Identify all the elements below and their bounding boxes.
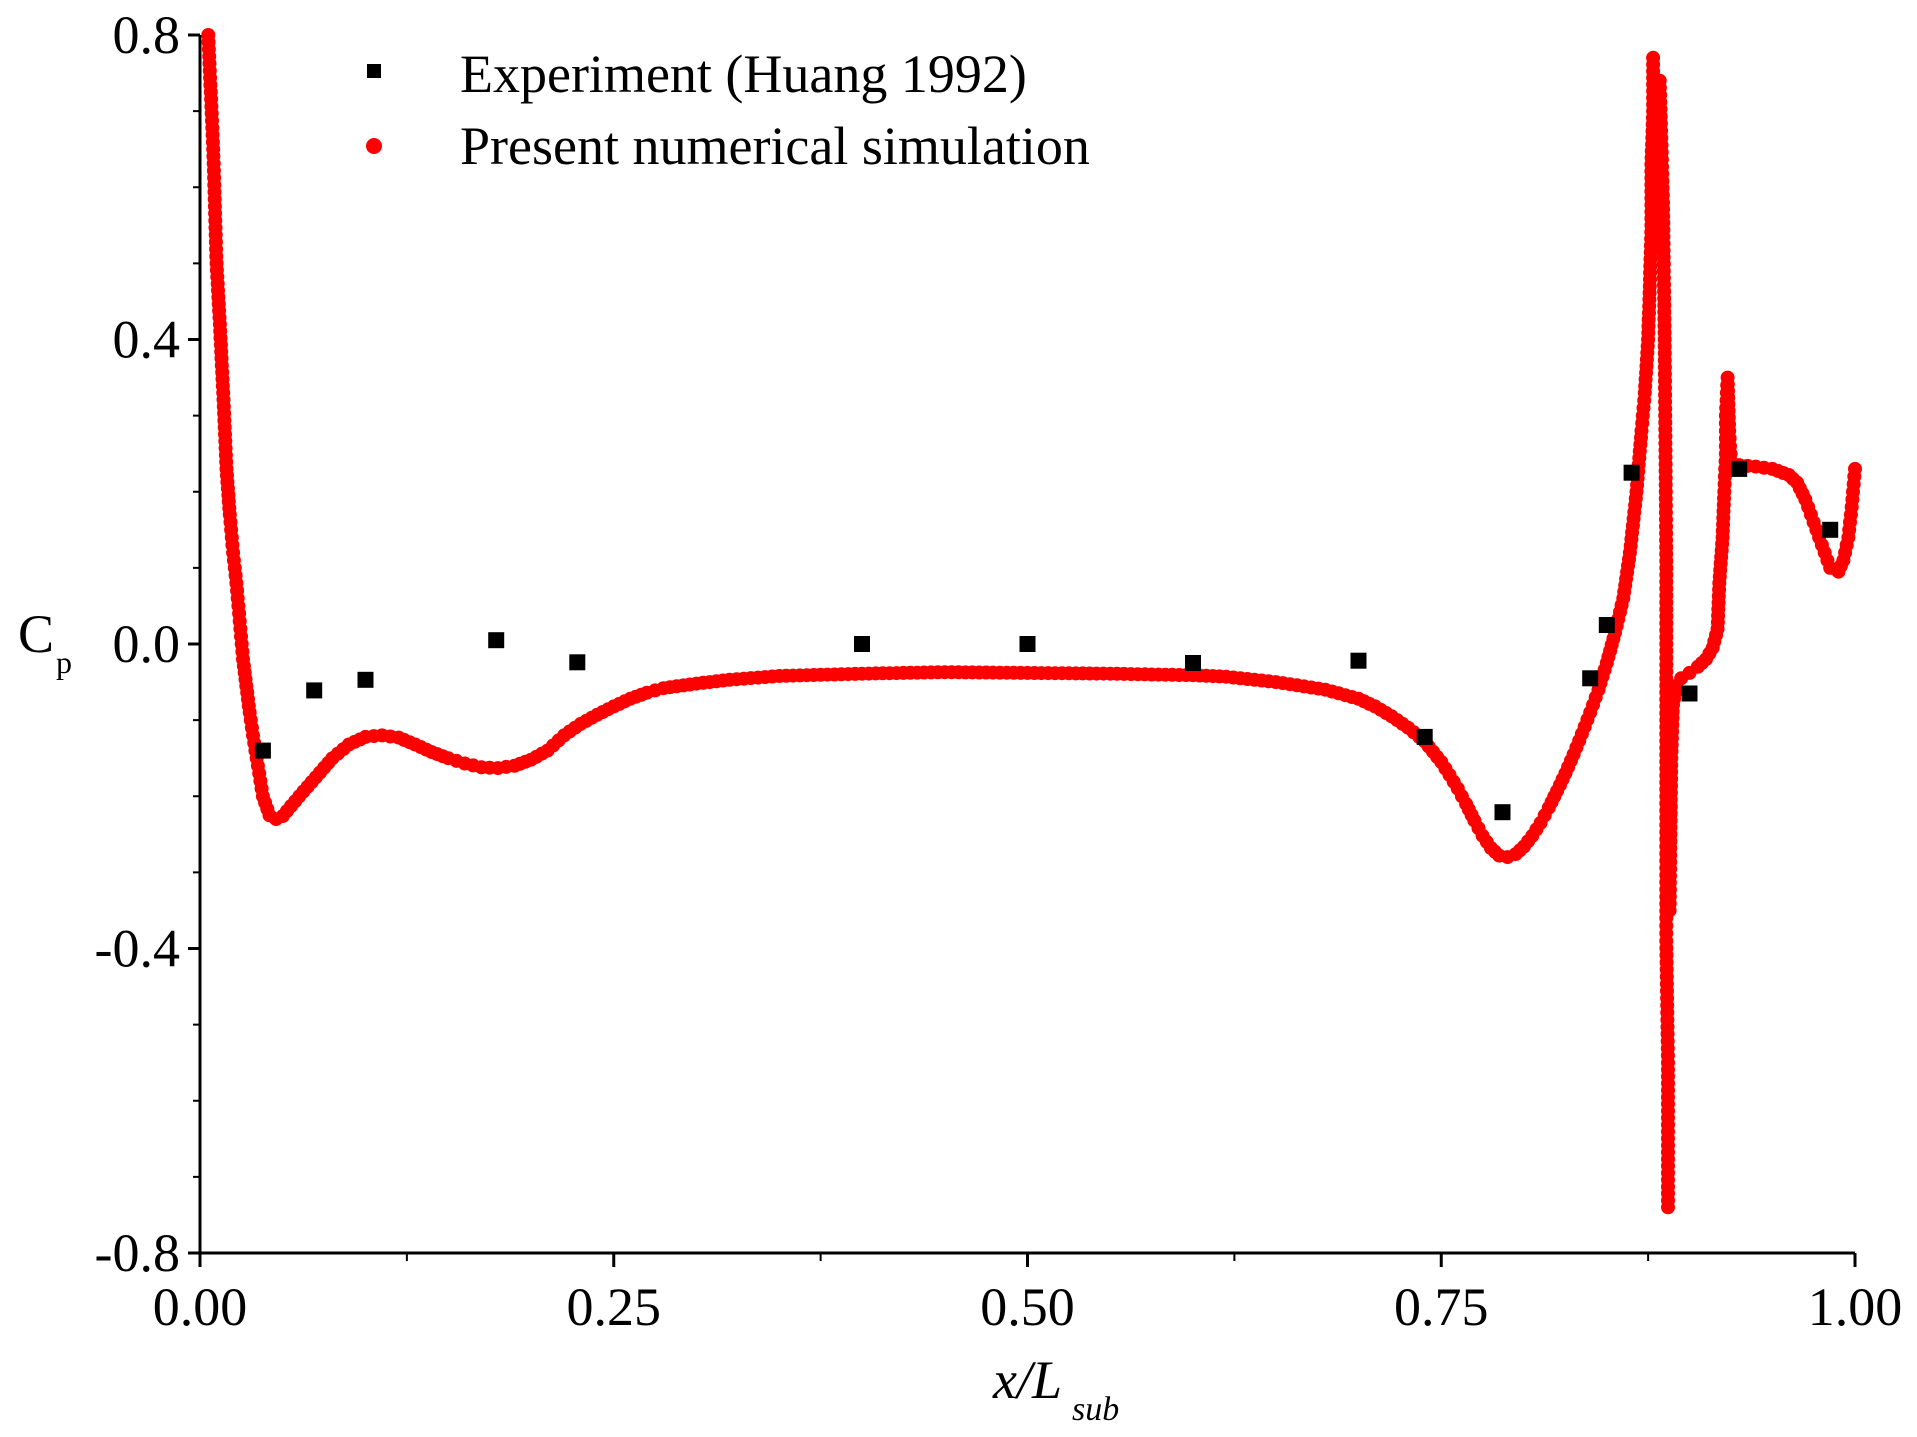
experiment-series <box>254 460 1839 821</box>
y-tick-label: 0.8 <box>113 5 181 65</box>
experiment-point <box>306 682 323 699</box>
y-tick-label: 0.4 <box>113 310 181 370</box>
simulation-point <box>1661 1200 1675 1215</box>
x-axis-label-main: x/L <box>992 1350 1062 1410</box>
y-tick-label: -0.4 <box>95 919 180 979</box>
legend-label-experiment: Experiment (Huang 1992) <box>460 44 1027 104</box>
x-tick-label: 0.25 <box>567 1277 662 1337</box>
legend-marker-experiment <box>367 64 381 78</box>
y-axis-label-subscript: p <box>56 644 72 680</box>
x-axis-label: x/L sub <box>992 1350 1119 1428</box>
legend-marker-simulation <box>366 138 382 154</box>
experiment-point <box>1681 685 1698 702</box>
experiment-point <box>1019 636 1036 652</box>
experiment-point <box>1822 521 1839 538</box>
experiment-point <box>1350 652 1367 669</box>
y-tick-label: 0.0 <box>113 614 181 674</box>
x-tick-label: 0.50 <box>980 1277 1075 1337</box>
x-tick-label: 0.75 <box>1394 1277 1489 1337</box>
experiment-point <box>1416 728 1433 745</box>
experiment-point <box>1185 655 1201 671</box>
y-ticks: -0.8 -0.4 0.0 0.4 0.8 <box>95 5 200 1283</box>
experiment-point <box>488 632 505 649</box>
x-tick-label: 0.00 <box>153 1277 248 1337</box>
experiment-point <box>357 671 374 688</box>
experiment-point <box>1582 670 1599 687</box>
experiment-point <box>1494 804 1511 821</box>
experiment-point <box>1731 460 1748 477</box>
experiment-point <box>254 742 271 759</box>
x-ticks: 0.00 0.25 0.50 0.75 1.00 <box>153 1253 1903 1337</box>
experiment-point <box>569 654 586 671</box>
experiment-point <box>1598 617 1615 633</box>
simulation-point <box>1848 461 1862 476</box>
x-axis-label-subscript: sub <box>1072 1391 1119 1428</box>
y-axis-label-main: C <box>18 604 54 664</box>
legend-label-simulation: Present numerical simulation <box>460 116 1090 176</box>
experiment-point <box>854 636 870 652</box>
simulation-point <box>1646 50 1661 65</box>
experiment-point <box>1623 464 1640 481</box>
y-tick-label: -0.8 <box>95 1223 180 1283</box>
x-tick-label: 1.00 <box>1808 1277 1903 1337</box>
y-axis-label: C p <box>18 604 72 680</box>
legend: Experiment (Huang 1992) Present numerica… <box>366 44 1090 176</box>
